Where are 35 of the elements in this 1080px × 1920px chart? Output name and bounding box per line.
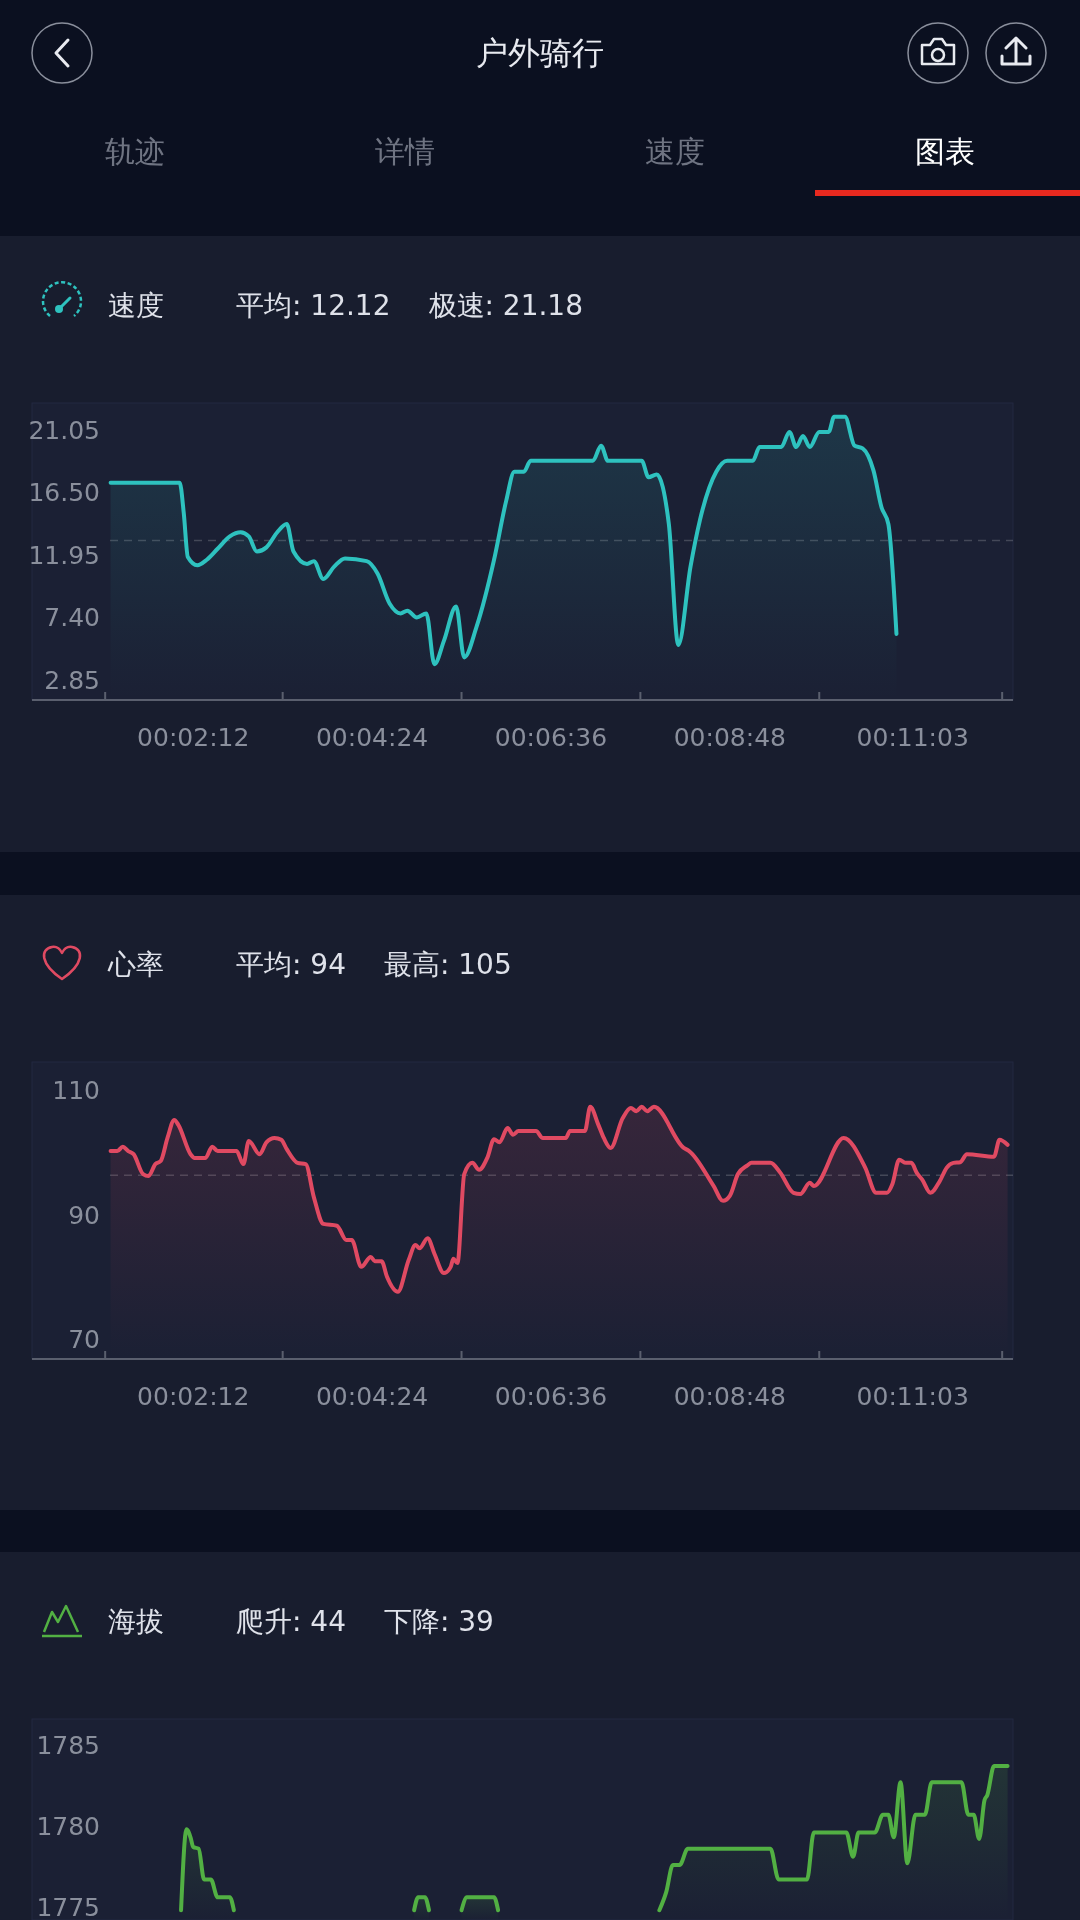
text: 轨迹	[105, 134, 165, 169]
text: 平均: 94	[236, 948, 346, 981]
text: 最高: 105	[383, 948, 512, 981]
x-tick-label: 00:06:36	[494, 722, 608, 752]
x-tick-label: 00:11:03	[856, 722, 969, 752]
y-tick-label: 16.50	[28, 478, 100, 508]
chart-title: 心率	[107, 948, 164, 981]
x-tick-label: 00:04:24	[315, 722, 429, 752]
y-tick-label: 70	[68, 1325, 100, 1355]
y-tick-label: 7.40	[44, 603, 100, 633]
x-tick-label: 00:04:24	[315, 1381, 429, 1411]
y-tick-label: 2.85	[44, 665, 100, 695]
chart-title: 速度	[108, 289, 164, 322]
x-tick-label: 00:11:03	[856, 1381, 969, 1411]
text: 极速: 21.18	[427, 289, 583, 322]
text: 户外骑行	[476, 34, 604, 72]
text: 平均: 12.12	[236, 289, 391, 322]
x-tick-label: 00:08:48	[673, 722, 786, 752]
y-tick-label: 90	[68, 1200, 100, 1230]
y-tick-label: 21.05	[28, 415, 100, 445]
y-tick-label: 1780	[36, 1811, 100, 1841]
y-tick-label: 110	[52, 1076, 100, 1106]
chart-title: 海拔	[108, 1605, 164, 1638]
y-tick-label: 11.95	[28, 540, 100, 570]
x-tick-label: 00:06:36	[494, 1381, 608, 1411]
x-tick-label: 00:02:12	[137, 1381, 250, 1411]
y-tick-label: 1785	[36, 1730, 100, 1760]
y-tick-label: 1775	[36, 1892, 100, 1920]
x-tick-label: 00:08:48	[673, 1381, 786, 1411]
text: 爬升: 44	[236, 1605, 346, 1638]
text: 详情	[375, 134, 435, 169]
text: 图表	[915, 134, 975, 169]
x-tick-label: 00:02:12	[137, 722, 250, 752]
text: 下降: 39	[383, 1605, 494, 1638]
text: 速度	[645, 134, 705, 169]
